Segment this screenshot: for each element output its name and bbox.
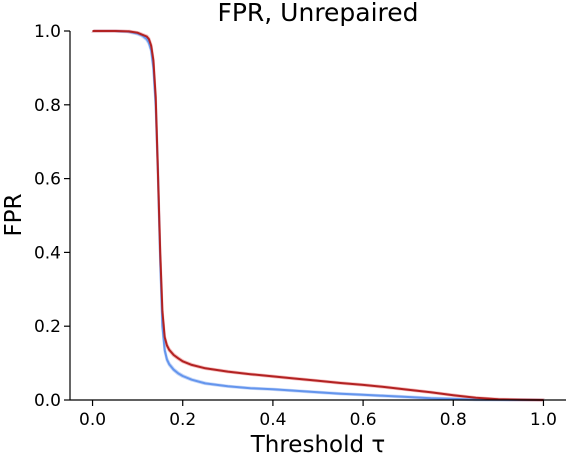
y-tick-label: 0.6 — [34, 170, 61, 190]
y-axis-ticks: 0.0 0.2 0.4 0.6 0.8 1.0 — [34, 22, 70, 411]
series-0-line — [92, 30, 544, 401]
x-tick-label: 0.8 — [440, 410, 467, 430]
x-axis-ticks: 0.0 0.2 0.4 0.6 0.8 1.0 — [79, 400, 557, 430]
x-tick-label: 0.2 — [169, 410, 196, 430]
series-lines — [92, 30, 544, 401]
x-tick-label: 0.0 — [79, 410, 106, 430]
y-tick-label: 0.4 — [34, 243, 61, 263]
y-tick-label: 0.0 — [34, 391, 61, 411]
x-tick-label: 1.0 — [530, 410, 557, 430]
y-tick-label: 0.8 — [34, 96, 61, 116]
y-tick-label: 1.0 — [34, 22, 61, 42]
x-tick-label: 0.6 — [350, 410, 377, 430]
series-1-line — [92, 30, 544, 401]
x-tick-label: 0.4 — [259, 410, 286, 430]
y-tick-label: 0.2 — [34, 317, 61, 337]
chart-title: FPR, Unrepaired — [217, 0, 418, 27]
y-axis-label: FPR — [1, 193, 27, 236]
x-axis-label: Threshold τ — [250, 432, 386, 458]
